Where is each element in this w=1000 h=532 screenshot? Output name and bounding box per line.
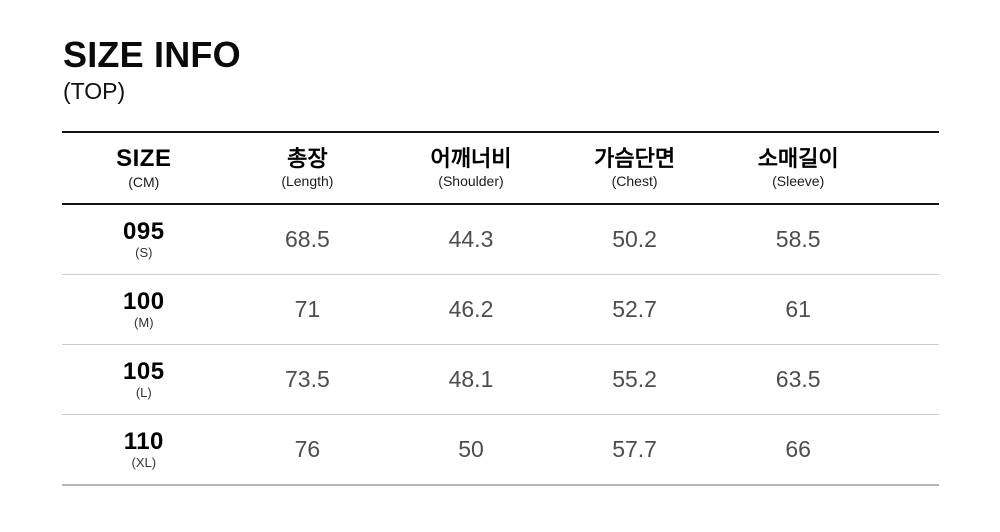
table-row-100: 100 (M) 71 46.2 52.7 61	[62, 274, 939, 345]
column-header-shoulder: 어깨너비 (Shoulder)	[389, 132, 553, 205]
column-sublabel: (Sleeve)	[772, 172, 825, 189]
value-cell-chest: 52.7	[552, 274, 717, 345]
value-cell-sleeve: 66	[716, 414, 880, 486]
value-cell-sleeve: 61	[716, 274, 880, 345]
value-cell-chest: 50.2	[552, 204, 717, 275]
column-label: 가슴단면	[594, 145, 676, 171]
column-header-sleeve: 소매길이 (Sleeve)	[716, 132, 880, 205]
column-header-chest: 가슴단면 (Chest)	[552, 132, 717, 205]
spacer-cell	[879, 132, 939, 205]
value-cell-shoulder: 50	[389, 414, 553, 486]
page-subtitle: (TOP)	[63, 78, 126, 104]
size-grade: (XL)	[131, 455, 157, 471]
page-title: SIZE INFO	[63, 34, 241, 75]
table-header-row: SIZE (CM) 총장 (Length) 어깨너비 (Shoulder) 가슴…	[62, 132, 939, 205]
column-sublabel: (Shoulder)	[438, 172, 504, 189]
size-number: 100	[123, 287, 165, 315]
column-sublabel: (Chest)	[611, 172, 658, 189]
size-number: 095	[123, 217, 165, 245]
column-label: SIZE	[116, 144, 172, 172]
spacer-cell	[879, 344, 939, 415]
table-row-095: 095 (S) 68.5 44.3 50.2 58.5	[62, 204, 939, 275]
value-cell-shoulder: 48.1	[389, 344, 553, 415]
size-cell: 110 (XL)	[62, 414, 226, 486]
column-label: 어깨너비	[430, 145, 512, 171]
table-row-105: 105 (L) 73.5 48.1 55.2 63.5	[62, 344, 939, 415]
column-sublabel: (Length)	[281, 172, 334, 189]
value-cell-shoulder: 44.3	[389, 204, 553, 275]
size-table: SIZE (CM) 총장 (Length) 어깨너비 (Shoulder) 가슴…	[62, 131, 939, 486]
value-cell-length: 76	[225, 414, 390, 486]
value-cell-length: 71	[225, 274, 390, 345]
table-row-110: 110 (XL) 76 50 57.7 66	[62, 414, 939, 486]
spacer-cell	[879, 274, 939, 345]
spacer-cell	[879, 414, 939, 486]
value-cell-sleeve: 63.5	[716, 344, 880, 415]
value-cell-sleeve: 58.5	[716, 204, 880, 275]
size-cell: 095 (S)	[62, 204, 226, 275]
column-sublabel: (CM)	[128, 174, 160, 190]
value-cell-length: 73.5	[225, 344, 390, 415]
value-cell-shoulder: 46.2	[389, 274, 553, 345]
spacer-cell	[879, 204, 939, 275]
column-label: 총장	[287, 145, 328, 171]
value-cell-chest: 55.2	[552, 344, 717, 415]
column-header-length: 총장 (Length)	[225, 132, 390, 205]
value-cell-chest: 57.7	[552, 414, 717, 486]
size-cell: 105 (L)	[62, 344, 226, 415]
size-number: 105	[123, 357, 165, 385]
size-grade: (M)	[134, 315, 154, 331]
size-grade: (L)	[135, 385, 152, 401]
value-cell-length: 68.5	[225, 204, 390, 275]
size-grade: (S)	[135, 245, 153, 261]
size-cell: 100 (M)	[62, 274, 226, 345]
column-label: 소매길이	[757, 145, 839, 171]
column-header-size: SIZE (CM)	[62, 132, 226, 205]
size-number: 110	[123, 427, 164, 455]
